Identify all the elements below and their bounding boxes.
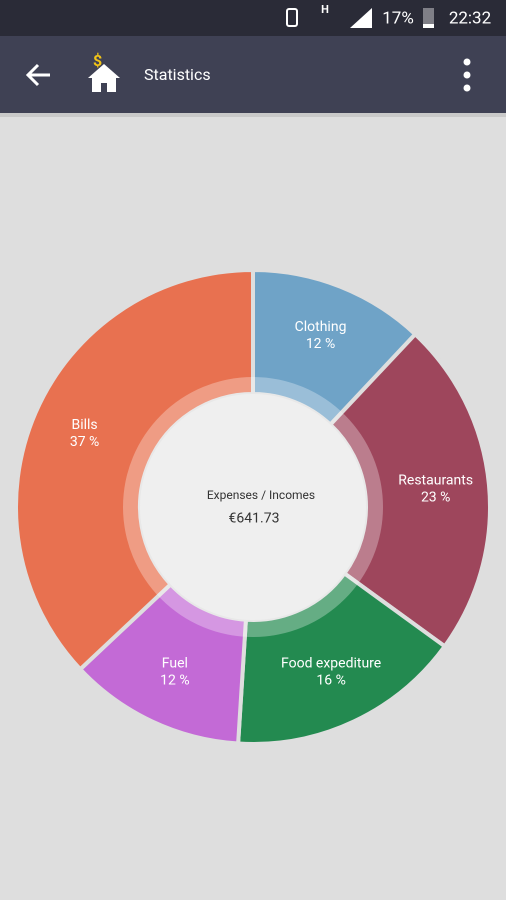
app-bar-shadow	[0, 113, 506, 117]
slice-label: Bills	[72, 417, 98, 433]
slice-value-label: 37 %	[70, 434, 99, 450]
center-value: €641.73	[229, 511, 280, 527]
clock: 22:32	[449, 8, 491, 28]
back-button[interactable]	[25, 63, 50, 87]
overflow-menu[interactable]	[463, 58, 471, 92]
battery-percent: 17%	[382, 8, 414, 28]
slice-value-label: 23 %	[421, 489, 450, 505]
slice-label: Fuel	[162, 656, 188, 672]
donut-center	[140, 394, 366, 620]
slice-value-label: 12 %	[160, 673, 189, 689]
svg-text:$: $	[93, 51, 102, 70]
vibrate-icon	[286, 8, 298, 27]
signal-icon	[350, 8, 372, 28]
battery-icon	[423, 8, 434, 28]
status-bar	[0, 0, 506, 36]
slice-label: Clothing	[295, 319, 347, 335]
slice-label: Food expediture	[281, 656, 381, 672]
slice-value-label: 16 %	[316, 673, 345, 689]
network-type: H	[321, 3, 329, 16]
center-title: Expenses / Incomes	[207, 488, 315, 502]
slice-label: Restaurants	[398, 472, 473, 488]
battery-level	[423, 24, 434, 28]
slice-value-label: 12 %	[306, 336, 335, 352]
app-logo: $	[88, 51, 120, 92]
app-bar	[0, 36, 506, 113]
screen-title: Statistics	[144, 65, 211, 84]
